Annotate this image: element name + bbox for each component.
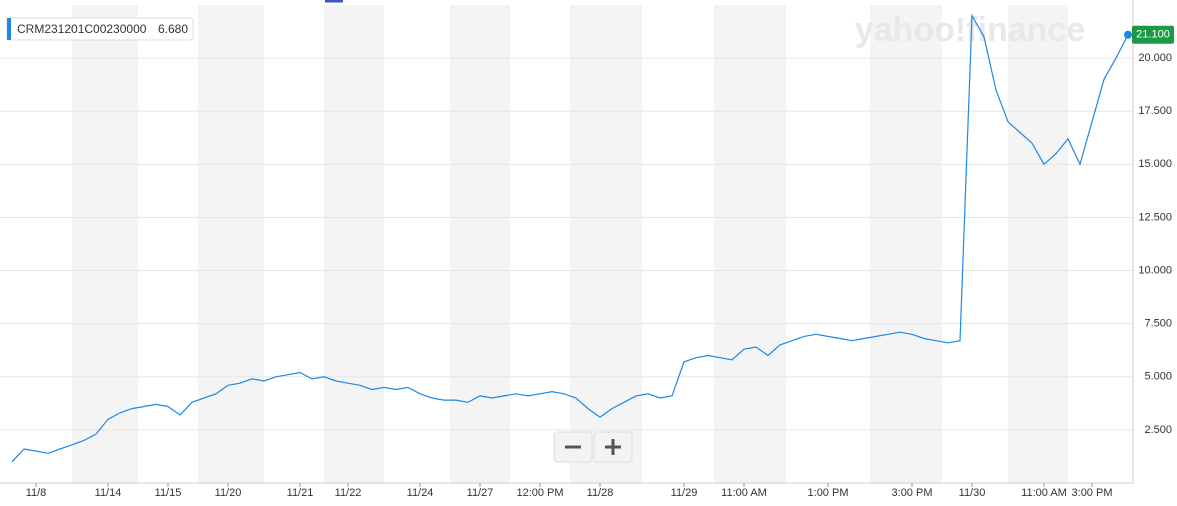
x-tick-label: 11/21 [287,487,314,499]
legend-name: CRM231201C00230000 [17,22,147,36]
y-tick-label: 17.500 [1138,105,1172,117]
legend: CRM231201C00230000 6.680 [6,17,194,41]
y-tick-label: 5.000 [1144,371,1172,383]
x-tick-label: 11/24 [407,487,434,499]
price-badge [1132,25,1174,44]
y-tick-label: 12.500 [1138,211,1172,223]
zoom-controls[interactable] [553,431,633,463]
x-tick-label: 11/15 [155,487,182,499]
session-band [450,5,510,483]
x-tick-label: 11/8 [26,487,47,499]
x-tick-label: 12:00 PM [516,487,563,499]
price-line [11,13,1129,463]
y-tick-label: 2.500 [1144,424,1172,436]
session-band [570,5,642,483]
x-tick-label: 3:00 PM [1072,487,1113,499]
x-tick-label: 1:00 PM [808,487,849,499]
x-tick-label: 11/28 [587,487,614,499]
session-band [714,5,786,483]
price-badge-label: 21.100 [1136,29,1170,41]
x-tick-label: 11/29 [671,487,698,499]
y-tick-label: 10.000 [1138,264,1172,276]
session-band [1008,5,1068,483]
x-tick-label: 11/27 [467,487,494,499]
x-tick-label: 11/22 [335,487,362,499]
session-band [870,5,942,483]
x-tick-label: 11:00 AM [1021,487,1067,499]
y-tick-label: 15.000 [1138,158,1172,170]
session-band [72,5,138,483]
x-tick-label: 11/30 [959,487,986,499]
session-band [324,5,384,483]
session-band [198,5,264,483]
legend-swatch [7,18,11,40]
watermark: yahoo!finance [855,11,1085,49]
x-tick-label: 11:00 AM [721,487,767,499]
x-tick-label: 3:00 PM [892,487,933,499]
x-tick-label: 11/20 [215,487,242,499]
last-point [1124,30,1132,39]
x-tick-label: 11/14 [95,487,122,499]
y-tick-label: 7.500 [1144,318,1172,330]
y-tick-label: 20.000 [1138,52,1172,64]
legend-value: 6.680 [158,22,188,36]
